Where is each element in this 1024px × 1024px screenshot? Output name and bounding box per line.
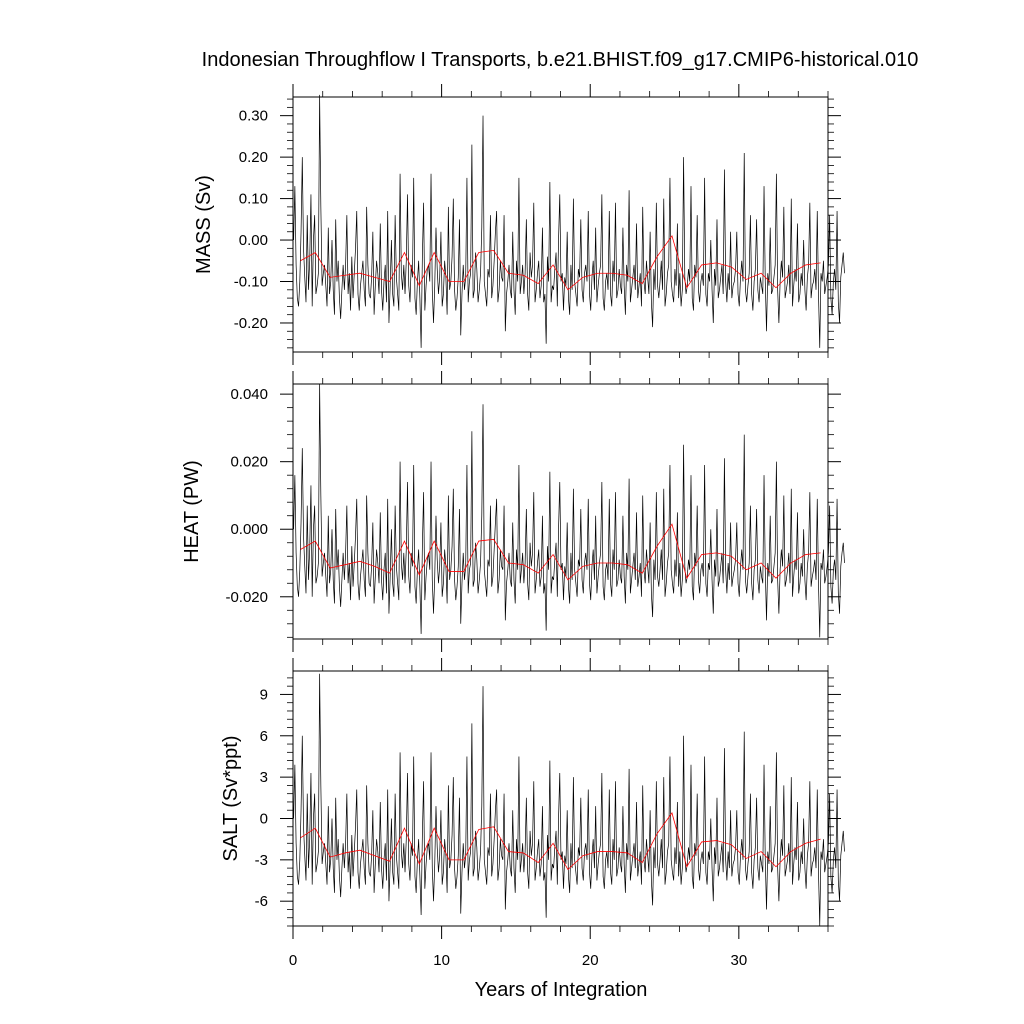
mass-y-tick-label: -0.20 [234,315,268,332]
mass-y-tick-label: 0.30 [239,108,268,125]
x-axis-label: Years of Integration [475,979,648,1001]
x-tick-label: 30 [730,952,747,969]
heat-monthly-line [293,383,845,638]
heat-y-tick-label: -0.020 [225,589,268,606]
salt-y-tick-label: -3 [255,852,268,869]
heat-y-tick-label: 0.020 [230,454,268,471]
mass-y-tick-label: 0.00 [239,232,268,249]
salt-annual-line [300,812,821,871]
mass-y-axis-label: MASS (Sv) [193,175,215,274]
heat-y-tick-label: 0.000 [230,521,268,538]
mass-monthly-line [293,94,845,348]
salt-monthly-line [293,673,845,927]
salt-y-axis-label: SALT (Sv*ppt) [220,736,242,862]
heat-y-axis-label: HEAT (PW) [181,460,203,563]
x-tick-label: 20 [582,952,599,969]
salt-plot-frame [292,670,829,927]
x-tick-label: 10 [433,952,450,969]
salt-y-tick-label: 3 [260,769,268,786]
mass-panel: 0.30 0.20 0.10 0.00 -0.10 -0.20 MASS (Sv) [193,84,845,365]
salt-y-tick-label: 9 [260,686,268,703]
mass-y-tick-label: 0.20 [239,149,268,166]
chart-title: Indonesian Throughflow I Transports, b.e… [202,49,919,71]
mass-y-tick-label: -0.10 [234,274,268,291]
heat-annual-line [300,523,821,581]
x-tick-label: 0 [289,952,297,969]
heat-panel: 0.040 0.020 0.000 -0.020 HEAT (PW) [181,371,845,652]
mass-y-tick-label: 0.10 [239,191,268,208]
salt-y-tick-label: 6 [260,728,268,745]
salt-y-tick-label: 0 [260,810,268,827]
heat-y-tick-label: 0.040 [230,386,268,403]
mass-annual-line [300,234,821,291]
salt-y-tick-label: -6 [255,893,268,910]
